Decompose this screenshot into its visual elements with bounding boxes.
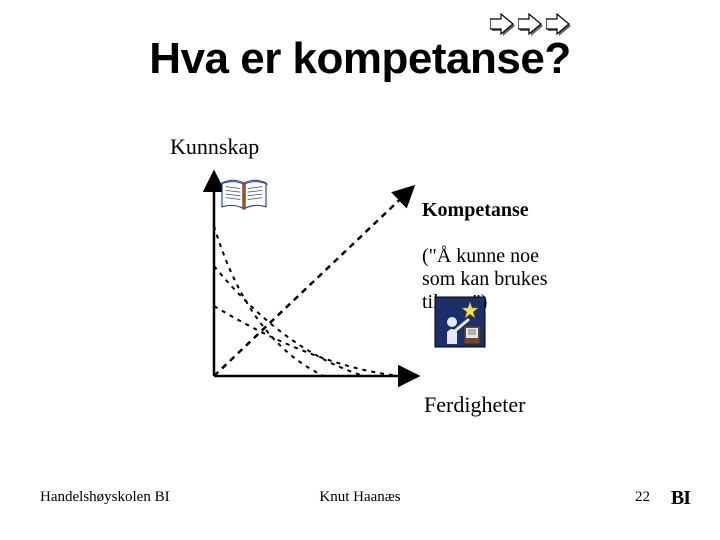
- kompetanse-callout: Kompetanse ("Å kunne noe som kan brukes …: [422, 176, 548, 314]
- bi-logo: BI: [671, 487, 690, 510]
- slide-title: Hva er kompetanse?: [0, 34, 720, 84]
- book-icon: [216, 172, 272, 216]
- slide-root: Hva er kompetanse? Kunnskap Kompetanse (…: [0, 0, 720, 540]
- y-axis-label: Kunnskap: [170, 134, 259, 160]
- callout-heading: Kompetanse: [422, 199, 529, 221]
- x-axis-label: Ferdigheter: [424, 392, 525, 418]
- skill-icon: [434, 296, 486, 348]
- footer-center: Knut Haanæs: [0, 489, 720, 506]
- page-number: 22: [635, 489, 650, 506]
